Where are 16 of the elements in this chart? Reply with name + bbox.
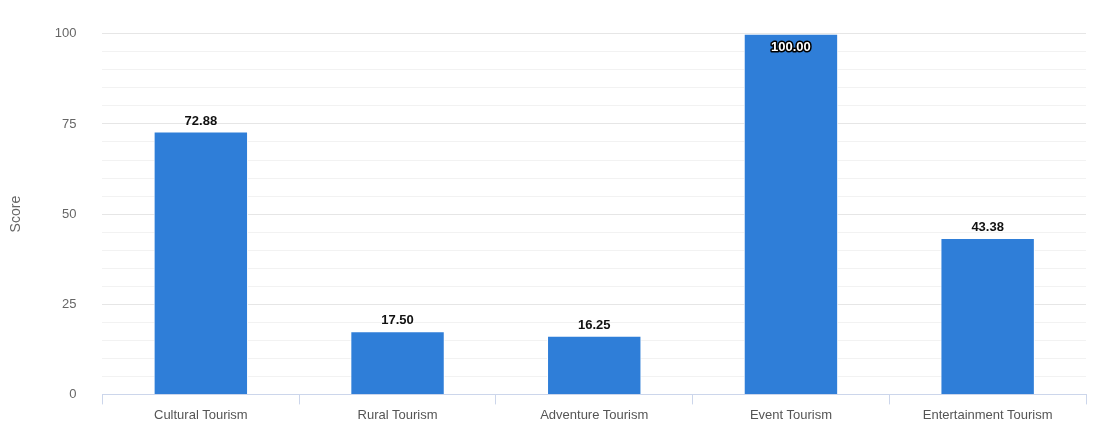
y-tick-label: 75 — [62, 115, 77, 131]
y-axis-title: Score — [7, 195, 24, 233]
y-tick-label: 100 — [54, 25, 77, 41]
data-label: 43.38 — [971, 219, 1004, 235]
x-tick-label: Rural Tourism — [357, 406, 438, 422]
x-tick-label: Adventure Tourism — [540, 406, 649, 422]
x-tick-label: Entertainment Tourism — [922, 406, 1053, 422]
y-tick-label: 50 — [62, 205, 77, 221]
data-label: 72.88 — [184, 112, 218, 128]
data-label: 17.50 — [381, 312, 414, 328]
y-tick-label: 0 — [69, 385, 77, 401]
y-tick-label: 25 — [62, 295, 77, 311]
data-label: 16.25 — [577, 316, 611, 332]
x-tick-label: Cultural Tourism — [154, 406, 248, 422]
data-label: 100.00 — [771, 38, 811, 54]
x-tick-label: Event Tourism — [749, 406, 833, 422]
